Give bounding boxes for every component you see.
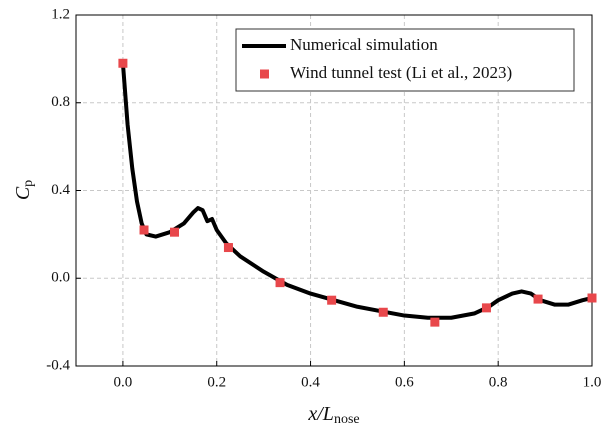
y-tick-label: 0.8 [51, 94, 70, 110]
marker [275, 278, 285, 288]
x-tick-label: 0.6 [395, 374, 414, 390]
y-axis-label: Cp [12, 180, 37, 200]
legend-swatch [260, 69, 269, 79]
x-tick-label: 0.8 [489, 374, 508, 390]
x-axis-label: x/Lnose [307, 403, 359, 428]
x-tick-label: 0.0 [114, 374, 133, 390]
marker [139, 225, 149, 235]
y-tick-label: -0.4 [46, 357, 70, 373]
marker [327, 295, 337, 305]
marker [430, 317, 440, 327]
marker [533, 294, 543, 304]
y-tick-label: 1.2 [51, 6, 70, 22]
y-tick-label: 0.4 [51, 182, 70, 198]
y-tick-label: 0.0 [51, 270, 70, 286]
legend-label: Wind tunnel test (Li et al., 2023) [290, 63, 512, 82]
line [120, 63, 593, 320]
plot-frame [75, 14, 593, 367]
marker [223, 243, 233, 253]
x-tick-label: 1.0 [583, 374, 602, 390]
y-label-main: C [12, 186, 34, 200]
y-label-sub: p [21, 180, 36, 187]
legend-box [235, 28, 575, 92]
marker [118, 58, 128, 68]
x-tick-label: 0.2 [207, 374, 226, 390]
x-tick-label: 0.4 [301, 374, 320, 390]
legend-label: Numerical simulation [290, 35, 438, 54]
marker [481, 303, 491, 313]
x-label-sub: nose [334, 412, 360, 427]
marker [587, 293, 597, 303]
marker [170, 227, 180, 237]
x-label-main: x/L [307, 403, 334, 425]
marker [378, 307, 388, 317]
